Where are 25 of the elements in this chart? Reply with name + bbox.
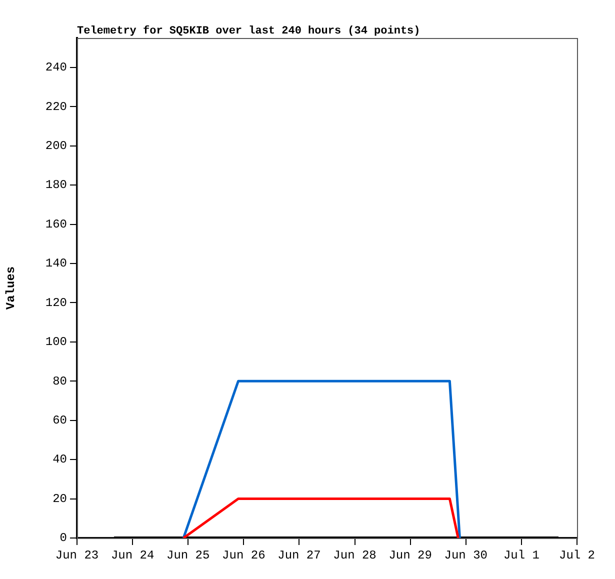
x-tick-label: Jun 24 (110, 548, 154, 562)
x-tick-label: Jun 23 (55, 548, 99, 562)
y-tick-label: 140 (45, 256, 67, 271)
x-tick-label: Jun 27 (278, 548, 321, 562)
y-tick-label: 100 (45, 335, 67, 350)
y-tick-label: 40 (52, 452, 67, 467)
y-tick-label: 220 (45, 100, 67, 114)
x-tick-label: Jul 2 (558, 548, 596, 562)
y-tick-label: 180 (45, 178, 67, 192)
chart-title: Telemetry for SQ5KIB over last 240 hours (34 points) (77, 24, 420, 38)
y-tick-label: 0 (60, 531, 67, 546)
x-tick-label: Jun 26 (222, 548, 266, 562)
y-tick-label: 160 (45, 217, 67, 232)
x-tick-label: Jun 29 (388, 548, 432, 562)
y-tick-label: 80 (52, 374, 67, 388)
y-tick-label: 20 (52, 492, 67, 506)
y-tick-label: 240 (45, 60, 67, 75)
x-tick-label: Jun 25 (166, 548, 210, 562)
x-tick-label: Jul 1 (503, 548, 540, 562)
x-tick-label: Jun 30 (444, 548, 488, 562)
y-tick-label: 60 (52, 414, 67, 428)
y-tick-label: 120 (45, 296, 67, 310)
y-axis-title: Values (4, 266, 18, 310)
y-tick-label: 200 (45, 139, 67, 154)
x-tick-label: Jun 28 (333, 548, 376, 562)
